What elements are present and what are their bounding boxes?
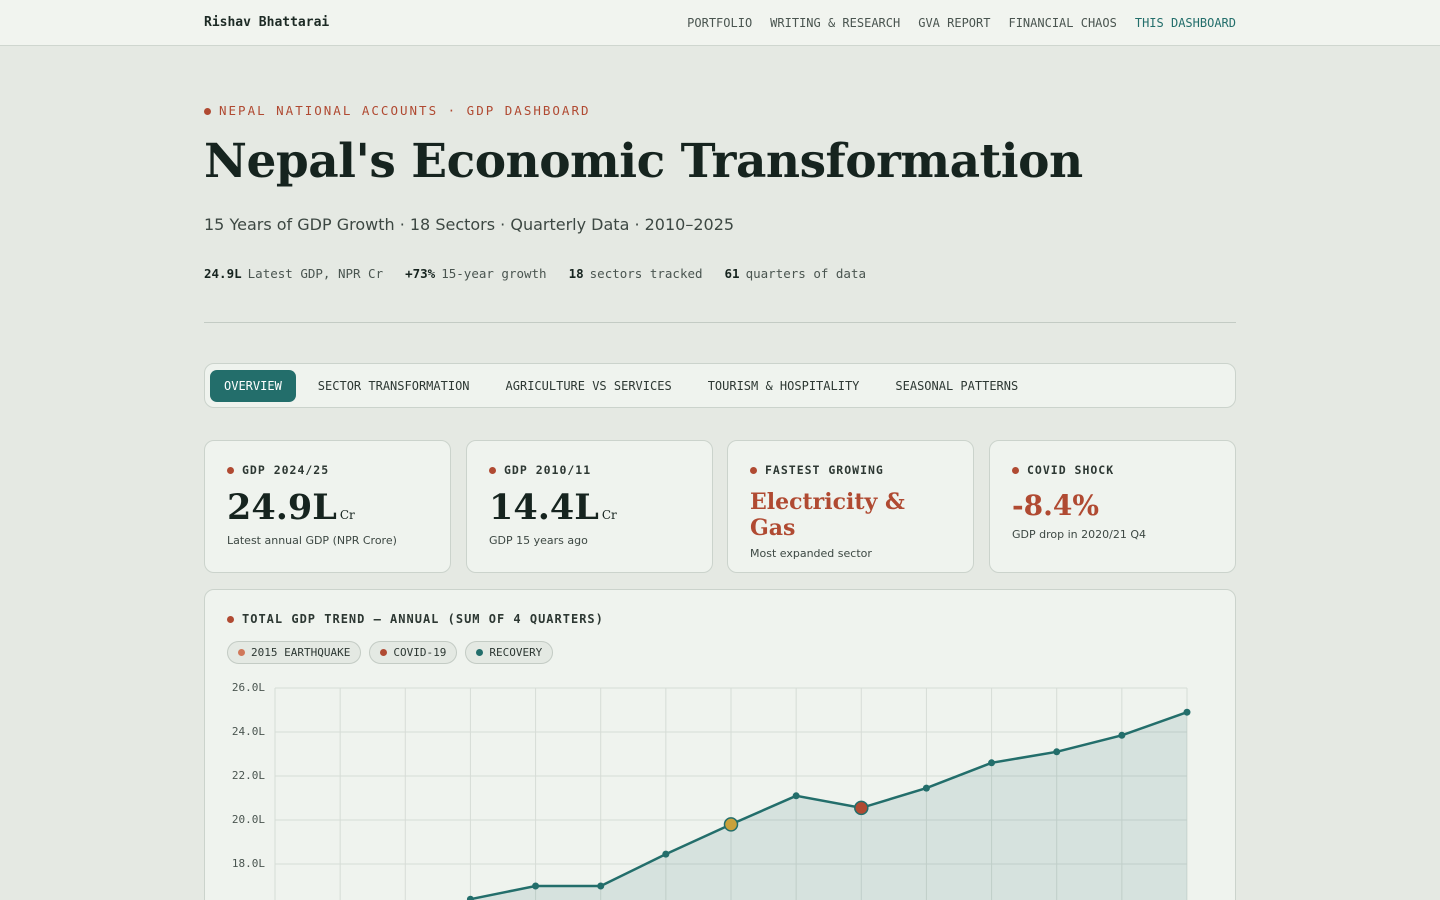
- card-label: COVID SHOCK: [1012, 463, 1213, 477]
- card-label: FASTEST GROWING: [750, 463, 951, 477]
- card-note: Most expanded sector: [750, 547, 872, 560]
- kpi-card: FASTEST GROWING Electricity & Gas Most e…: [727, 440, 974, 573]
- card-unit: Cr: [339, 508, 355, 522]
- stat-value: 61: [724, 266, 740, 281]
- chart-title: TOTAL GDP TREND — ANNUAL (SUM OF 4 QUART…: [227, 612, 604, 626]
- card-label-text: GDP 2024/25: [242, 463, 330, 477]
- stat: 18 sectors tracked: [569, 266, 703, 281]
- stat: 24.9L Latest GDP, NPR Cr: [204, 266, 383, 281]
- y-tick-label: 22.0L: [232, 769, 265, 782]
- chart: 18.0L 20.0L 22.0L 24.0L 26.0L: [232, 681, 1191, 900]
- stats: 24.9L Latest GDP, NPR Cr +73% 15-year grow…: [204, 266, 866, 281]
- tab[interactable]: TOURISM & HOSPITALITY: [707, 378, 860, 393]
- nav-links: PORTFOLIO WRITING & RESEARCH GVA REPORT …: [687, 16, 1236, 30]
- point: [1118, 731, 1126, 739]
- card-value-text: 24.9L: [227, 487, 337, 528]
- legend-label: RECOVERY: [489, 646, 543, 659]
- stat-value: 24.9L: [204, 266, 242, 281]
- stat: 61 quarters of data: [725, 266, 866, 281]
- card-note: GDP drop in 2020/21 Q4: [1012, 528, 1146, 541]
- card-value: Electricity & Gas: [750, 489, 905, 541]
- navbar: Rishav Bhattarai PORTFOLIO WRITING & RES…: [0, 0, 1440, 46]
- point: [922, 784, 930, 792]
- tab[interactable]: SECTOR TRANSFORMATION: [317, 378, 470, 393]
- card-label-text: COVID SHOCK: [1027, 463, 1115, 477]
- line: [470, 711, 1188, 900]
- kpi-card: COVID SHOCK -8.4% GDP drop in 2020/21 Q4: [989, 440, 1236, 573]
- nav-link[interactable]: WRITING & RESEARCH: [770, 16, 901, 30]
- chart-card: 18.0L 20.0L 22.0L 24.0L 26.0L TOTAL GDP TREN…: [204, 589, 1236, 900]
- tab[interactable]: AGRICULTURE VS SERVICES: [505, 378, 672, 393]
- nav-link[interactable]: FINANCIAL CHAOS: [1008, 16, 1117, 30]
- stat-label: sectors tracked: [589, 266, 703, 281]
- legend-swatch: [380, 649, 388, 656]
- point: [662, 850, 670, 858]
- chart-title-text: TOTAL GDP TREND — ANNUAL (SUM OF 4 QUART…: [242, 612, 604, 626]
- tab[interactable]: SEASONAL PATTERNS: [895, 378, 1019, 393]
- card-label-text: FASTEST GROWING: [765, 463, 884, 477]
- stat-value: 18: [568, 266, 584, 281]
- point: [597, 882, 605, 890]
- nav-link[interactable]: THIS DASHBOARD: [1134, 16, 1236, 30]
- point: [1053, 748, 1061, 756]
- y-tick-label: 20.0L: [232, 813, 265, 826]
- legend-item[interactable]: COVID-19: [369, 641, 458, 664]
- stat-label: 15-year growth: [441, 266, 547, 281]
- stat-label: quarters of data: [745, 266, 867, 281]
- nav-link[interactable]: GVA REPORT: [918, 16, 991, 30]
- stat-label: Latest GDP, NPR Cr: [247, 266, 384, 281]
- event-marker: [854, 800, 869, 816]
- tab[interactable]: OVERVIEW: [210, 369, 296, 402]
- stat-value: +73%: [405, 266, 436, 281]
- card-unit: Cr: [601, 508, 617, 522]
- divider: [204, 322, 1236, 323]
- y-tick-label: 26.0L: [232, 681, 265, 694]
- event-marker: [723, 817, 739, 832]
- page-title: Nepal's Economic Transformation: [204, 134, 1083, 189]
- card-value: 14.4L Cr: [489, 487, 690, 528]
- legend-label: 2015 EARTHQUAKE: [251, 646, 351, 659]
- point: [532, 882, 540, 890]
- stat: +73% 15-year growth: [405, 266, 546, 281]
- subtitle: 15 Years of GDP Growth · 18 Sectors · Qu…: [204, 215, 735, 234]
- card-label-text: GDP 2010/11: [504, 463, 592, 477]
- legend-swatch: [238, 649, 245, 656]
- legend-item[interactable]: RECOVERY: [465, 641, 554, 664]
- legend-label: COVID-19: [393, 646, 447, 659]
- eyebrow-text: NEPAL NATIONAL ACCOUNTS · GDP DASHBOARD: [219, 103, 591, 118]
- legend: 2015 EARTHQUAKE COVID-19 RECOVERY: [227, 641, 554, 664]
- point: [988, 759, 996, 767]
- legend-swatch: [476, 649, 484, 656]
- point: [466, 895, 474, 900]
- area: [470, 712, 1187, 900]
- kpi-card: GDP 2010/11 14.4L Cr GDP 15 years ago: [466, 440, 713, 573]
- card-note: Latest annual GDP (NPR Crore): [227, 534, 397, 547]
- point: [1183, 708, 1191, 716]
- card-note: GDP 15 years ago: [489, 534, 588, 547]
- card-value-text: 14.4L: [489, 487, 599, 528]
- legend-item[interactable]: 2015 EARTHQUAKE: [227, 641, 362, 664]
- eyebrow: NEPAL NATIONAL ACCOUNTS · GDP DASHBOARD: [204, 103, 591, 118]
- nav-link[interactable]: PORTFOLIO: [687, 16, 753, 30]
- point: [792, 792, 800, 800]
- y-tick-label: 24.0L: [232, 725, 265, 738]
- card-label: GDP 2024/25: [227, 463, 428, 477]
- card-value: 24.9L Cr: [227, 487, 428, 528]
- y-tick-label: 18.0L: [232, 857, 265, 870]
- kpi-card: GDP 2024/25 24.9L Cr Latest annual GDP (N…: [204, 440, 451, 573]
- card-value: -8.4%: [1012, 489, 1099, 522]
- tab-bar: OVERVIEW SECTOR TRANSFORMATION AGRICULTU…: [204, 363, 1236, 408]
- brand[interactable]: Rishav Bhattarai: [204, 15, 330, 30]
- card-label: GDP 2010/11: [489, 463, 690, 477]
